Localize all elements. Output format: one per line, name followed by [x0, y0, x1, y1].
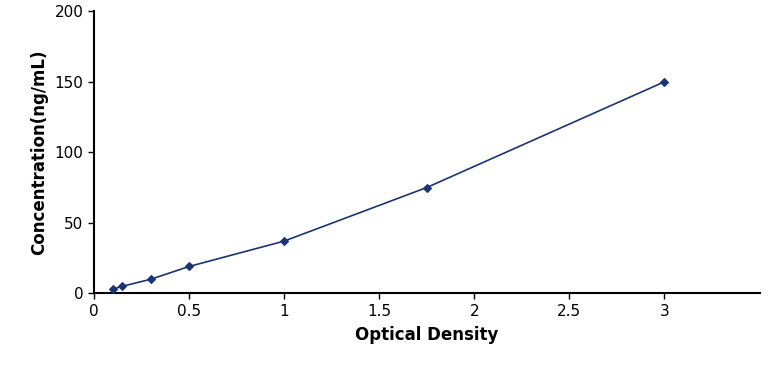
Y-axis label: Concentration(ng/mL): Concentration(ng/mL) — [30, 50, 48, 255]
X-axis label: Optical Density: Optical Density — [355, 326, 499, 344]
